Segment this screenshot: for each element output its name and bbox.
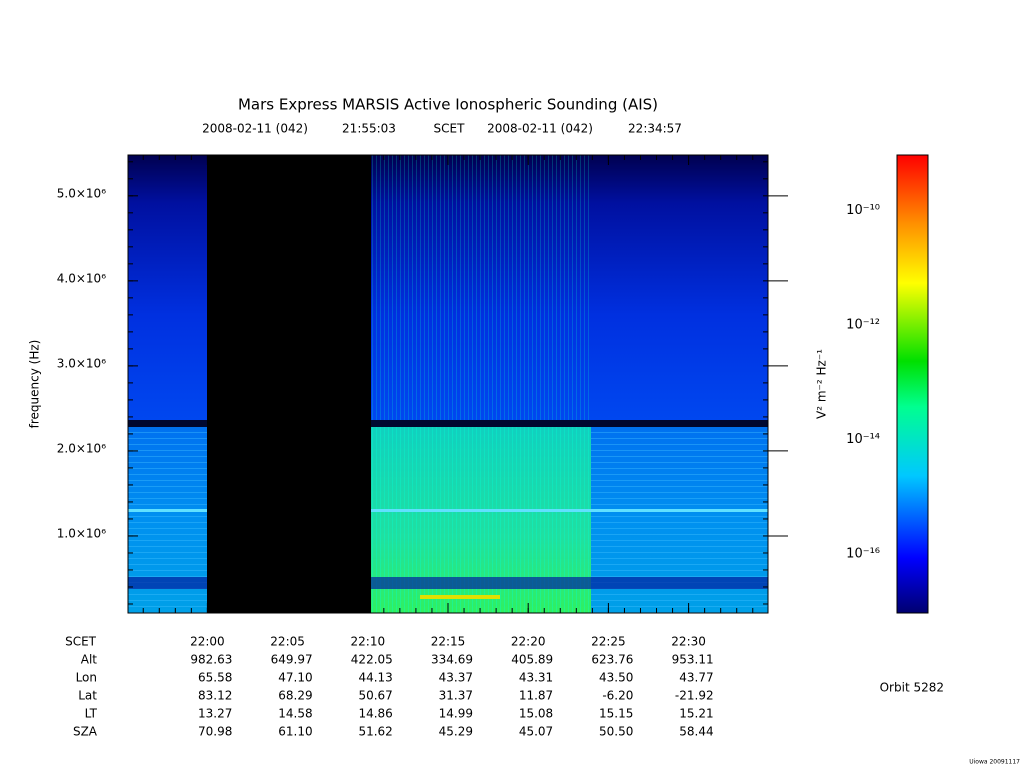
colorbar-tick-label: 10⁻¹² [846,317,880,332]
ephemeris-value: 15.15 [599,707,633,721]
ephemeris-value: 649.97 [271,653,313,667]
x-tick-label: 22:05 [270,635,305,649]
ephemeris-value: 47.10 [278,671,312,685]
ephemeris-value: 623.76 [591,653,633,667]
ephemeris-value: 13.27 [198,707,232,721]
ephemeris-value: -21.92 [675,689,714,703]
y-tick-label: 3.0×10⁶ [57,356,106,370]
ephemeris-value: 83.12 [198,689,232,703]
x-tick-label: 22:25 [591,635,626,649]
orbit-label: Orbit 5282 [880,681,944,695]
ephemeris-value: 51.62 [358,725,392,739]
ephemeris-value: 15.08 [519,707,553,721]
ephemeris-label: Lat [78,689,97,703]
ephemeris-value: 44.13 [358,671,392,685]
ephemeris-value: 43.77 [679,671,713,685]
ephemeris-value: 43.31 [519,671,553,685]
ephemeris-value: 65.58 [198,671,232,685]
ephemeris-value: 982.63 [190,653,232,667]
y-tick-label: 5.0×10⁶ [57,186,106,200]
ephemeris-value: 31.37 [439,689,473,703]
ephemeris-value: 953.11 [672,653,714,667]
ephemeris-value: 11.87 [519,689,553,703]
ephemeris-value: 68.29 [278,689,312,703]
y-tick-label: 2.0×10⁶ [57,441,106,455]
ephemeris-value: 14.86 [358,707,392,721]
ephemeris-label: Alt [81,653,98,667]
ephemeris-label: SCET [65,635,97,649]
time-system: SCET [434,122,466,136]
y-tick-label: 1.0×10⁶ [57,526,106,540]
x-tick-label: 22:30 [671,635,706,649]
y-tick-label: 4.0×10⁶ [57,271,106,285]
ephemeris-label: SZA [73,725,98,739]
ephemeris-value: 334.69 [431,653,473,667]
ephemeris-value: 70.98 [198,725,232,739]
start-time: 21:55:03 [342,122,396,136]
ephemeris-value: 15.21 [679,707,713,721]
ephemeris-value: 58.44 [679,725,713,739]
ephemeris-value: 14.58 [278,707,312,721]
start-date: 2008-02-11 (042) [202,122,308,136]
ephemeris-label: LT [85,707,98,721]
ephemeris-value: 50.50 [599,725,633,739]
colorbar-tick-label: 10⁻¹⁶ [846,546,880,561]
ephemeris-value: 405.89 [511,653,553,667]
ephemeris-value: 43.50 [599,671,633,685]
chart-title: Mars Express MARSIS Active Ionospheric S… [238,96,658,114]
end-date: 2008-02-11 (042) [487,122,593,136]
colorbar [896,154,929,614]
ephemeris-value: 50.67 [358,689,392,703]
x-tick-label: 22:10 [351,635,386,649]
spectrogram-image [128,155,768,613]
colorbar-tick-label: 10⁻¹⁰ [846,203,880,218]
x-tick-label: 22:20 [511,635,546,649]
ephemeris-value: 45.07 [519,725,553,739]
end-time: 22:34:57 [628,122,682,136]
ephemeris-value: 45.29 [439,725,473,739]
y-axis-label: frequency (Hz) [28,340,42,429]
ephemeris-value: 422.05 [351,653,393,667]
ephemeris-value: -6.20 [602,689,633,703]
colorbar-tick-label: 10⁻¹⁴ [846,432,880,447]
ephemeris-value: 43.37 [439,671,473,685]
colorbar-label: V² m⁻² Hz⁻¹ [815,349,829,419]
credit: Uiowa 20091117 [969,759,1020,766]
ephemeris-value: 14.99 [439,707,473,721]
ephemeris-value: 61.10 [278,725,312,739]
ephemeris-label: Lon [76,671,97,685]
x-tick-label: 22:15 [431,635,466,649]
x-tick-label: 22:00 [190,635,225,649]
